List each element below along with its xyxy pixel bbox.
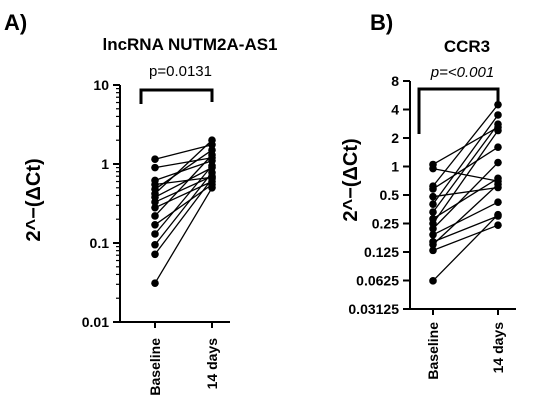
pair-line <box>154 175 213 203</box>
pair-line <box>154 178 213 255</box>
pair-line <box>432 224 499 251</box>
y-tick-label: 0.01 <box>82 314 109 330</box>
y-tick-label: 0.03125 <box>348 301 399 317</box>
day14-point <box>208 183 216 192</box>
pair-line <box>154 187 213 284</box>
x-tick-label: 14 days <box>490 322 506 374</box>
baseline-point <box>151 163 159 172</box>
pair-line <box>154 167 213 198</box>
pair-line <box>432 123 499 213</box>
p-value-annotation: p=<0.001 <box>430 64 494 81</box>
day14-point <box>208 151 216 159</box>
pair-line <box>154 149 213 190</box>
baseline-point <box>151 203 159 212</box>
baseline-point <box>429 246 437 255</box>
pair-line <box>432 183 499 245</box>
baseline-point <box>429 185 437 193</box>
baseline-point <box>429 230 437 239</box>
y-axis-label: 2^−(ΔCt) <box>23 158 45 241</box>
baseline-point <box>151 212 159 220</box>
pair-line <box>432 167 499 182</box>
baseline-point <box>151 250 159 259</box>
baseline-point <box>429 277 437 285</box>
baseline-point <box>429 200 437 208</box>
baseline-point <box>151 155 159 164</box>
day14-point <box>494 210 502 219</box>
baseline-point <box>429 192 437 201</box>
pair-line <box>432 215 499 243</box>
y-tick-label: 0.125 <box>364 244 399 260</box>
day14-point <box>208 174 216 183</box>
day14-point <box>494 111 502 119</box>
pair-line <box>154 154 213 217</box>
significance-bracket <box>417 87 500 134</box>
pair-line <box>154 180 213 209</box>
baseline-point <box>151 220 159 229</box>
pair-line <box>432 162 499 230</box>
y-tick-label: 4 <box>391 102 399 118</box>
baseline-point <box>151 230 159 238</box>
y-tick-label: 8 <box>391 73 399 89</box>
x-tick-label: 14 days <box>204 338 220 390</box>
y-tick-label: 1 <box>101 156 109 172</box>
y-tick-label: 0.25 <box>372 216 399 232</box>
pair-line <box>432 186 499 198</box>
y-tick-label: 0.5 <box>380 187 400 203</box>
x-tick-label: Baseline <box>425 322 441 380</box>
day14-point <box>494 158 502 167</box>
pair-line <box>432 201 499 236</box>
pair-line <box>154 172 213 246</box>
baseline-point <box>429 164 437 173</box>
chart-title: lncRNA NUTM2A-AS1 <box>102 35 277 54</box>
baseline-point <box>429 219 437 228</box>
baseline-point <box>429 240 437 249</box>
pair-line <box>432 214 499 282</box>
day14-point <box>494 174 502 183</box>
day14-point <box>494 100 502 109</box>
pair-line <box>154 157 213 169</box>
y-axis-label: 2^−(ΔCt) <box>340 138 362 221</box>
pair-line <box>432 114 499 205</box>
day14-point <box>208 161 216 170</box>
pair-line <box>154 165 213 235</box>
pair-line <box>154 139 213 195</box>
pair-line <box>432 177 499 220</box>
baseline-point <box>151 279 159 287</box>
day14-point <box>494 120 502 128</box>
p-value-annotation: p=0.0131 <box>149 63 212 80</box>
pair-line <box>432 130 499 224</box>
x-tick-label: Baseline <box>147 338 163 396</box>
pair-line <box>154 160 213 182</box>
y-tick-label: 2 <box>391 130 399 146</box>
baseline-point <box>429 208 437 216</box>
panel-label: B) <box>370 10 393 35</box>
y-tick-label: 0.1 <box>90 235 110 251</box>
panel-label: A) <box>4 10 27 35</box>
baseline-point <box>151 198 159 206</box>
pair-line <box>432 104 499 187</box>
day14-point <box>494 198 502 206</box>
pair-line <box>154 144 213 160</box>
baseline-point <box>429 224 437 233</box>
day14-point <box>208 136 216 145</box>
day14-point <box>494 180 502 189</box>
chart-title: CCR3 <box>444 37 490 56</box>
y-tick-label: 0.0625 <box>356 273 399 289</box>
significance-bracket <box>139 88 214 104</box>
day14-point <box>494 221 502 229</box>
panel-b: B) CCR3 2^−(ΔCt) 8 4 2 1 0.5 0.25 0.125 0.0625 0.03… <box>340 10 516 380</box>
day14-point <box>208 168 216 177</box>
day14-point <box>494 143 502 151</box>
baseline-point <box>151 240 159 249</box>
y-tick-label: 10 <box>93 77 109 93</box>
panel-a: A) lncRNA NUTM2A-AS1 2^−(ΔCt) 10 1 0.1 0.01 Bas… <box>4 10 278 396</box>
y-tick-label: 1 <box>391 159 399 175</box>
day14-point <box>494 126 502 135</box>
